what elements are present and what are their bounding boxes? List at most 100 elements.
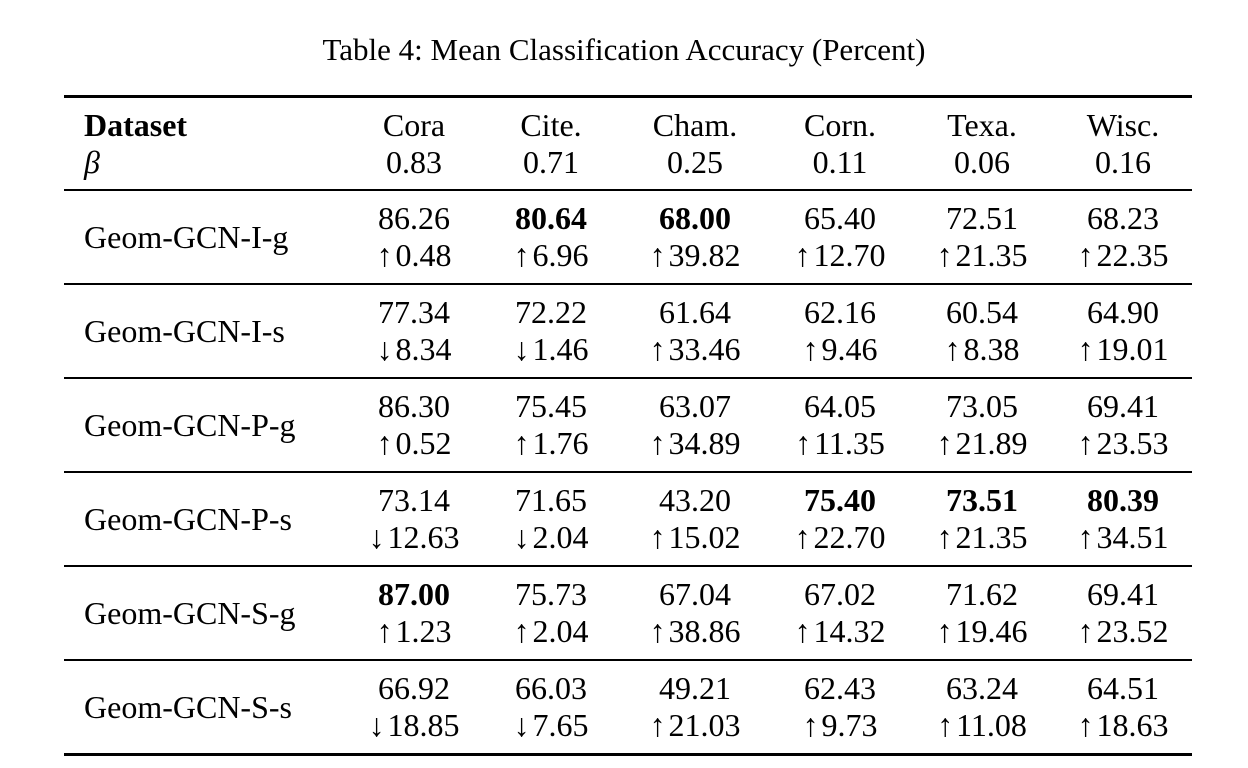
delta-value: 0.48 (395, 237, 452, 273)
arrow-up-icon: ↑ (376, 425, 393, 461)
delta-value: 22.35 (1096, 237, 1169, 273)
accuracy-cell: 69.41 ↑23.52 (1054, 566, 1192, 661)
accuracy-cell: 66.92 ↓18.85 (346, 660, 482, 756)
arrow-up-icon: ↑ (1077, 613, 1094, 649)
accuracy-cell: 75.40 ↑22.70 (770, 472, 910, 567)
accuracy-cell: 75.73 ↑2.04 (482, 566, 620, 661)
dataset-name: Cora (382, 106, 446, 143)
accuracy-cell: 67.02 ↑14.32 (770, 566, 910, 661)
delta-value: 23.53 (1096, 425, 1169, 461)
delta-value: 19.46 (955, 613, 1028, 649)
delta-line: ↓12.63 (346, 519, 482, 556)
accuracy-cell: 73.51 ↑21.35 (910, 472, 1054, 567)
accuracy-cell: 75.45 ↑1.76 (482, 378, 620, 473)
delta-line: ↓1.46 (482, 331, 620, 368)
accuracy-cell: 80.39 ↑34.51 (1054, 472, 1192, 567)
accuracy-cell: 86.30 ↑0.52 (346, 378, 482, 473)
delta-value: 34.51 (1096, 519, 1169, 555)
arrow-up-icon: ↑ (376, 613, 393, 649)
delta-line: ↑12.70 (770, 237, 910, 274)
accuracy-cell: 63.24 ↑11.08 (910, 660, 1054, 756)
accuracy-cell: 68.23 ↑22.35 (1054, 190, 1192, 285)
accuracy-cell: 43.20 ↑15.02 (620, 472, 770, 567)
accuracy-value: 75.40 (804, 482, 876, 518)
method-name: Geom-GCN-I-g (64, 190, 346, 285)
arrow-up-icon: ↑ (936, 613, 953, 649)
accuracy-value: 67.02 (804, 576, 876, 612)
accuracy-table: Dataset β Cora 0.83 Cite. 0.71 Cham. 0.25 Corn… (64, 95, 1192, 756)
accuracy-cell: 71.65 ↓2.04 (482, 472, 620, 567)
table-row: Geom-GCN-I-s 77.34 ↓8.34 72.22 ↓1.46 61.64 ↑33… (64, 284, 1192, 379)
table-row: Geom-GCN-I-g 86.26 ↑0.48 80.64 ↑6.96 68.00 ↑39… (64, 190, 1192, 285)
accuracy-value: 64.05 (804, 388, 876, 424)
delta-value: 1.76 (532, 425, 589, 461)
accuracy-value: 68.00 (659, 200, 731, 236)
accuracy-value: 73.51 (946, 482, 1018, 518)
method-name: Geom-GCN-P-s (64, 472, 346, 567)
arrow-up-icon: ↑ (513, 613, 530, 649)
delta-value: 9.73 (821, 707, 878, 743)
header-column-cell: Corn. 0.11 (770, 95, 910, 191)
method-name: Geom-GCN-S-g (64, 566, 346, 661)
delta-line: ↑19.46 (910, 613, 1054, 650)
accuracy-value: 86.30 (378, 388, 450, 424)
delta-line: ↓7.65 (482, 707, 620, 744)
arrow-up-icon: ↑ (936, 519, 953, 555)
delta-value: 22.70 (813, 519, 886, 555)
arrow-up-icon: ↑ (376, 237, 393, 273)
accuracy-value: 49.21 (659, 670, 731, 706)
delta-line: ↑0.52 (346, 425, 482, 462)
accuracy-value: 72.22 (515, 294, 587, 330)
beta-value: 0.71 (523, 143, 579, 180)
accuracy-cell: 77.34 ↓8.34 (346, 284, 482, 379)
accuracy-cell: 67.04 ↑38.86 (620, 566, 770, 661)
delta-value: 12.70 (813, 237, 886, 273)
accuracy-value: 75.73 (515, 576, 587, 612)
delta-line: ↑2.04 (482, 613, 620, 650)
delta-value: 23.52 (1096, 613, 1169, 649)
delta-line: ↑14.32 (770, 613, 910, 650)
arrow-up-icon: ↑ (1077, 707, 1094, 743)
delta-line: ↑21.35 (910, 237, 1054, 274)
arrow-down-icon: ↓ (376, 331, 393, 367)
accuracy-value: 68.23 (1087, 200, 1159, 236)
delta-value: 14.32 (813, 613, 886, 649)
arrow-up-icon: ↑ (794, 613, 811, 649)
accuracy-cell: 62.43 ↑9.73 (770, 660, 910, 756)
accuracy-cell: 64.90 ↑19.01 (1054, 284, 1192, 379)
arrow-up-icon: ↑ (649, 707, 666, 743)
header-label-cell: Dataset β (64, 95, 346, 191)
method-name: Geom-GCN-I-s (64, 284, 346, 379)
accuracy-value: 61.64 (659, 294, 731, 330)
arrow-up-icon: ↑ (1077, 519, 1094, 555)
arrow-up-icon: ↑ (795, 425, 812, 461)
arrow-up-icon: ↑ (944, 331, 961, 367)
delta-line: ↑34.89 (620, 425, 770, 462)
delta-value: 21.35 (955, 519, 1028, 555)
arrow-up-icon: ↑ (649, 331, 666, 367)
accuracy-cell: 65.40 ↑12.70 (770, 190, 910, 285)
accuracy-value: 63.24 (946, 670, 1018, 706)
header-column-cell: Wisc. 0.16 (1054, 95, 1192, 191)
delta-value: 21.03 (668, 707, 741, 743)
accuracy-value: 77.34 (378, 294, 450, 330)
accuracy-cell: 49.21 ↑21.03 (620, 660, 770, 756)
delta-line: ↓8.34 (346, 331, 482, 368)
delta-line: ↑11.35 (770, 425, 910, 462)
accuracy-cell: 69.41 ↑23.53 (1054, 378, 1192, 473)
accuracy-cell: 86.26 ↑0.48 (346, 190, 482, 285)
delta-value: 1.23 (395, 613, 452, 649)
accuracy-cell: 73.14 ↓12.63 (346, 472, 482, 567)
delta-value: 7.65 (532, 707, 589, 743)
delta-line: ↑9.46 (770, 331, 910, 368)
arrow-up-icon: ↑ (936, 237, 953, 273)
delta-value: 18.85 (387, 707, 460, 743)
accuracy-value: 71.62 (946, 576, 1018, 612)
header-column-cell: Cora 0.83 (346, 95, 482, 191)
delta-value: 11.35 (814, 425, 885, 461)
header-column-cell: Cite. 0.71 (482, 95, 620, 191)
accuracy-cell: 62.16 ↑9.46 (770, 284, 910, 379)
arrow-up-icon: ↑ (1077, 237, 1094, 273)
accuracy-value: 62.43 (804, 670, 876, 706)
table-header-row: Dataset β Cora 0.83 Cite. 0.71 Cham. 0.25 Corn… (64, 95, 1192, 191)
